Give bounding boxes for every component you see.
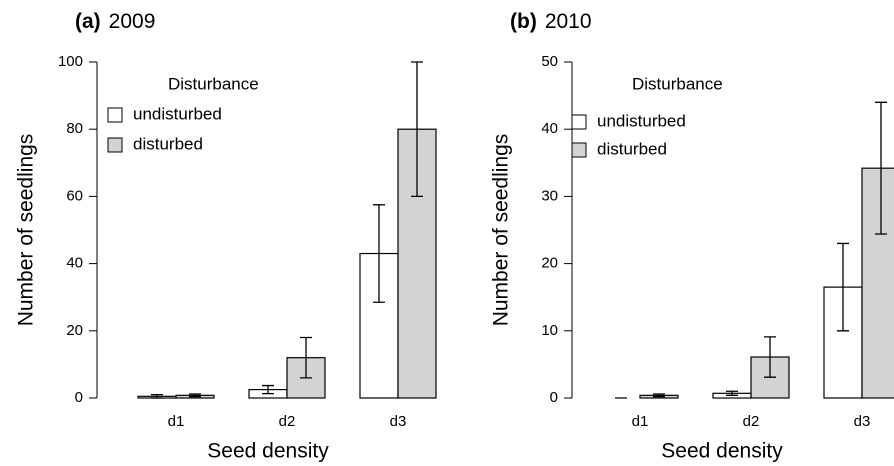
error-bar — [262, 384, 274, 395]
legend-label: disturbed — [597, 139, 667, 158]
x-tick-label: d1 — [632, 413, 649, 430]
error-bar — [189, 393, 201, 398]
panel-label: (b) — [510, 10, 537, 33]
error-bar — [653, 393, 665, 398]
panel-label: (a) — [75, 10, 101, 33]
x-tick-label: d3 — [854, 413, 871, 430]
error-bar — [875, 101, 887, 235]
y-tick-label: 60 — [66, 187, 83, 204]
legend-label: disturbed — [133, 134, 203, 153]
x-tick-label: d2 — [279, 413, 296, 430]
y-tick-label: 10 — [541, 322, 558, 339]
y-tick-label: 40 — [66, 255, 83, 272]
panel-year: 2009 — [109, 10, 156, 33]
y-axis-label: Number of seedlings — [490, 134, 513, 327]
error-bar — [300, 336, 312, 379]
y-tick-label: 20 — [66, 322, 83, 339]
y-tick-label: 100 — [58, 53, 83, 70]
x-axis-label: Seed density — [661, 440, 783, 463]
x-tick-label: d2 — [743, 413, 760, 430]
y-tick-label: 80 — [66, 120, 83, 137]
error-bar — [726, 390, 738, 396]
y-tick-label: 0 — [75, 389, 83, 406]
legend-title: Disturbance — [168, 74, 259, 93]
y-tick-label: 0 — [550, 389, 558, 406]
legend-swatch — [107, 137, 123, 153]
error-bar — [151, 393, 163, 399]
error-bar — [373, 204, 385, 303]
error-bar — [837, 242, 849, 332]
x-tick-label: d3 — [390, 413, 407, 430]
x-axis-label: Seed density — [207, 440, 329, 463]
legend-title: Disturbance — [632, 74, 723, 93]
legend-swatch — [107, 107, 123, 123]
error-bar — [764, 336, 776, 378]
y-tick-label: 20 — [541, 255, 558, 272]
y-tick-label: 40 — [541, 120, 558, 137]
y-axis-label: Number of seedlings — [15, 134, 38, 327]
x-tick-label: d1 — [168, 413, 185, 430]
bar — [861, 167, 894, 399]
y-tick-label: 30 — [541, 187, 558, 204]
y-tick-label: 50 — [541, 53, 558, 70]
legend-label: undisturbed — [133, 104, 222, 123]
legend-swatch — [571, 142, 587, 158]
panel-title: (b) 2010 — [510, 10, 592, 33]
error-bar — [411, 61, 423, 198]
panel-title: (a) 2009 — [75, 10, 155, 33]
legend-swatch — [571, 114, 587, 130]
legend-label: undisturbed — [597, 111, 686, 130]
panel-year: 2010 — [545, 10, 592, 33]
